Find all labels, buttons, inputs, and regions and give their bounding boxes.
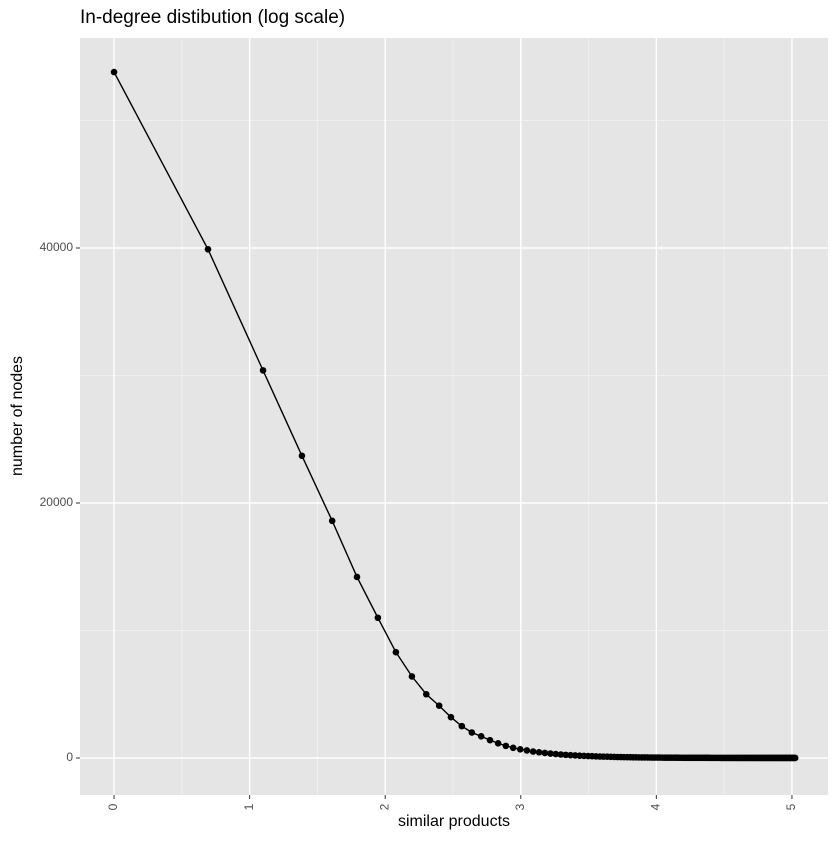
point: [374, 614, 382, 622]
point: [486, 736, 494, 744]
point: [298, 452, 306, 460]
x-axis-title: similar products: [398, 813, 510, 830]
y-tick-label: 40000: [40, 240, 74, 254]
point: [447, 713, 455, 721]
point: [458, 722, 466, 730]
x-tick-label: 5: [784, 803, 798, 810]
y-axis-title: number of nodes: [9, 356, 26, 476]
point: [435, 702, 443, 710]
point: [791, 754, 799, 762]
point: [562, 751, 570, 759]
point: [552, 750, 560, 758]
panel: [80, 38, 828, 795]
point: [535, 748, 543, 756]
x-tick-label: 0: [106, 803, 120, 810]
point: [353, 573, 361, 581]
point: [529, 748, 537, 755]
point: [494, 740, 502, 747]
point: [502, 742, 510, 750]
point: [259, 367, 267, 374]
x-tick-label: 1: [242, 803, 256, 810]
point: [468, 729, 476, 736]
point: [557, 751, 565, 758]
point: [509, 744, 517, 752]
point: [392, 648, 400, 656]
y-tick-label: 20000: [40, 495, 74, 509]
point: [516, 746, 524, 753]
point: [523, 747, 531, 754]
y-tick-label: 0: [66, 750, 73, 764]
x-tick-label: 4: [649, 803, 663, 810]
point: [110, 68, 118, 76]
point: [328, 517, 336, 525]
x-tick-label: 3: [513, 803, 527, 810]
point: [477, 733, 485, 740]
x-tick-label: 2: [377, 803, 391, 810]
point: [408, 673, 416, 680]
point: [547, 750, 554, 757]
point: [541, 749, 549, 757]
point: [204, 245, 212, 253]
point: [422, 690, 430, 698]
chart-title: In-degree distibution (log scale): [80, 7, 345, 28]
